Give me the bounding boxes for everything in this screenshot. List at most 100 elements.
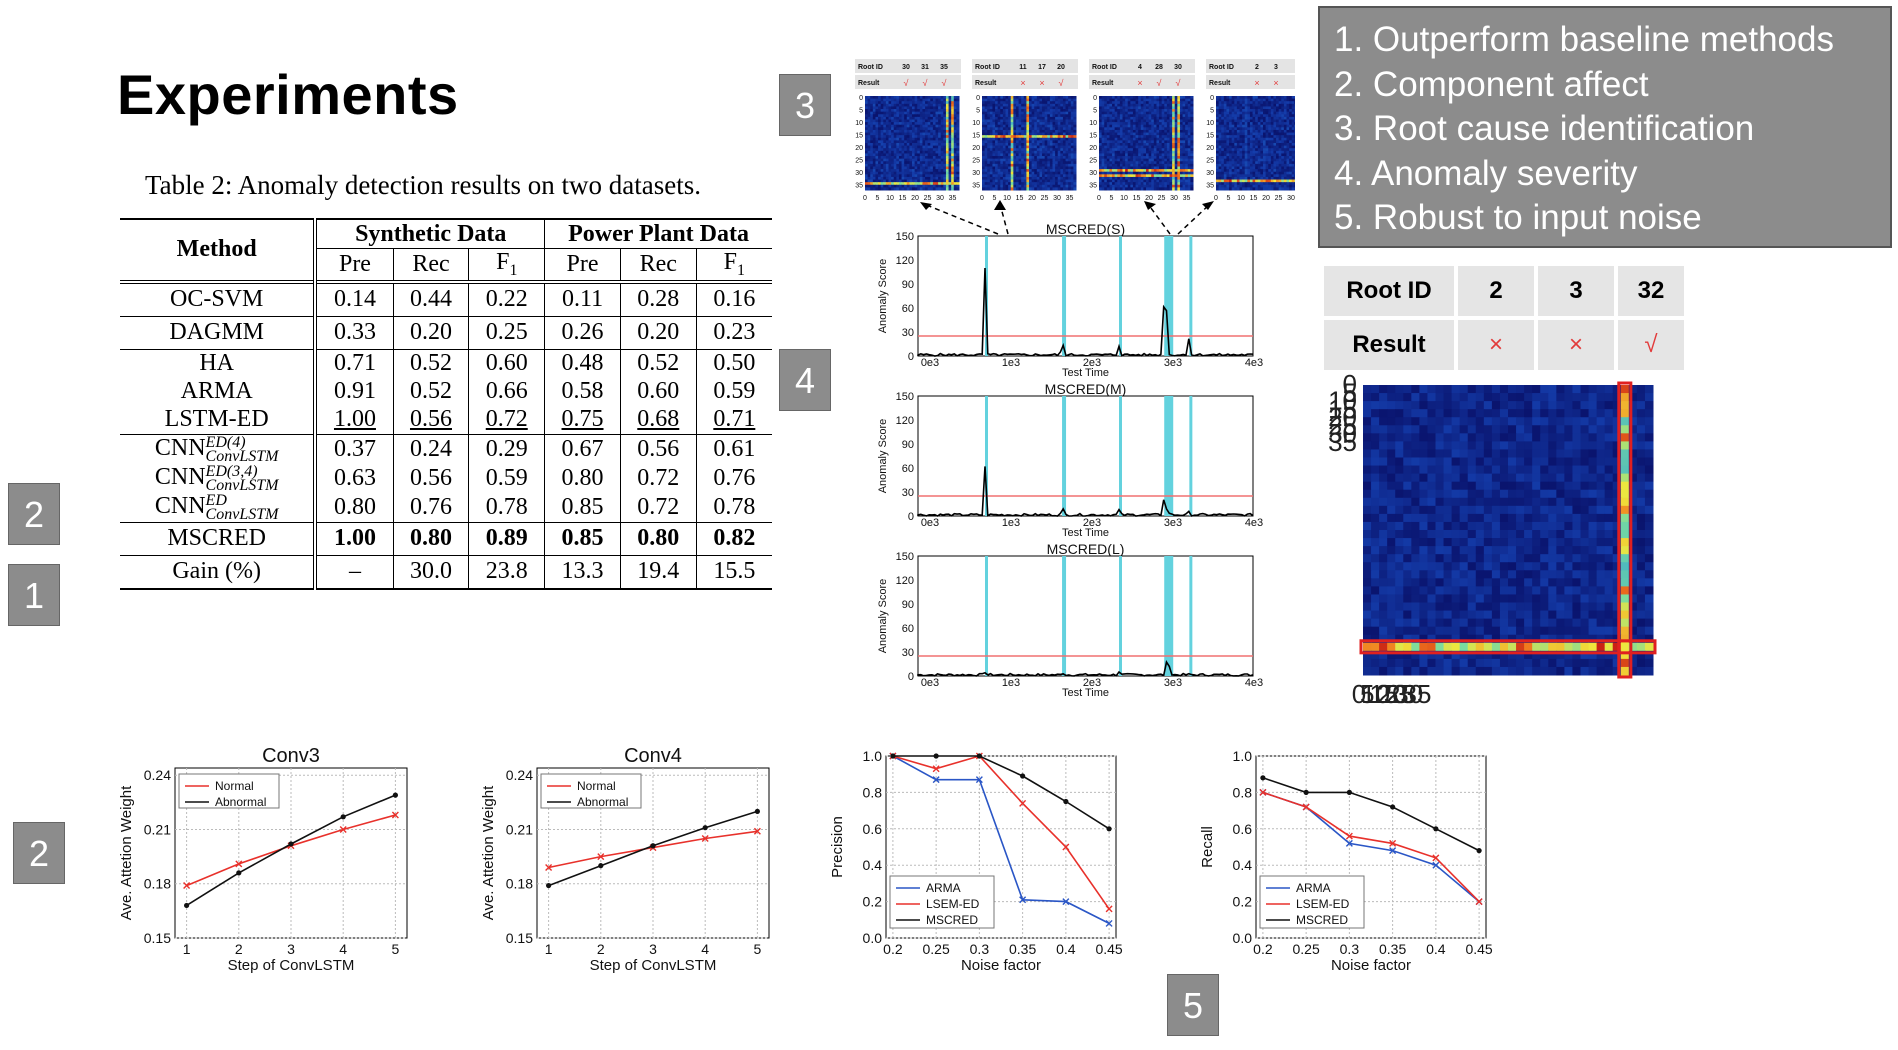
heatmap-cell [1166, 150, 1170, 154]
heatmap-cell [1034, 122, 1038, 126]
heatmap-cell [893, 166, 897, 170]
heatmap-cell [1101, 150, 1105, 154]
heatmap-cell [1190, 106, 1194, 110]
heatmap-cell [1620, 642, 1630, 652]
heatmap-cell [1060, 176, 1064, 181]
heatmap-cell [997, 114, 1001, 118]
heatmap-cell [1556, 473, 1565, 483]
heatmap-cell [1002, 166, 1006, 170]
heatmap-cell [943, 169, 947, 173]
heatmap-cell [1580, 401, 1590, 410]
heatmap-cell [1185, 127, 1189, 131]
heatmap-cell [1008, 140, 1012, 144]
heatmap-cell [1483, 521, 1493, 531]
heatmap-cell [1532, 602, 1541, 612]
heatmap-cell [885, 119, 889, 123]
heatmap-cell [1036, 119, 1040, 123]
heatmap-cell [1580, 505, 1590, 515]
heatmap-cell [1540, 417, 1549, 426]
heatmap-cell [1047, 153, 1051, 157]
heatmap-cell [1117, 111, 1121, 115]
heatmap-cell [1491, 626, 1501, 636]
heatmap-cell [1057, 143, 1061, 147]
heatmap-cell [1060, 179, 1064, 183]
heatmap-cell [1021, 127, 1025, 131]
heatmap-cell [1451, 650, 1461, 660]
heatmap-cell [1644, 658, 1654, 668]
heatmap-cell [1644, 505, 1654, 515]
heatmap-cell [1387, 650, 1396, 660]
heatmap-cell [1459, 666, 1469, 676]
heatmap-cell [984, 156, 988, 160]
heatmap-cell [932, 127, 936, 131]
heatmap-cell [1371, 497, 1380, 507]
heatmap-cell [1185, 114, 1189, 118]
heatmap-cell [1057, 119, 1061, 123]
heatmap-cell [930, 182, 934, 186]
heatmap-cell [945, 135, 950, 139]
heatmap-cell [1060, 129, 1064, 134]
heatmap-cell [1179, 153, 1184, 157]
heatmap-cell [1055, 140, 1059, 144]
heatmap-cell [1057, 124, 1061, 128]
heatmap-cell [1068, 182, 1072, 186]
heatmap-cell [1057, 156, 1061, 160]
heatmap-cell [1055, 98, 1059, 102]
heatmap-cell [1644, 578, 1654, 587]
heatmap-cell [953, 174, 957, 178]
heatmap-cell [1491, 594, 1501, 603]
heatmap-cell [1031, 119, 1035, 123]
heatmap-cell [1644, 594, 1654, 603]
heatmap-cell [1403, 634, 1412, 644]
heatmap-cell [914, 129, 918, 134]
heatmap-cell [1034, 106, 1038, 110]
heatmap-cell [865, 158, 869, 162]
heatmap-cell [1190, 145, 1194, 149]
heatmap-cell [1031, 153, 1035, 157]
heatmap-cell [898, 182, 903, 186]
heatmap-cell [1117, 158, 1121, 162]
heatmap-cell [1132, 111, 1137, 115]
heatmap-cell [987, 148, 991, 152]
heatmap-cell [1540, 634, 1549, 644]
heatmap-cell [1015, 109, 1020, 113]
heatmap-cell [989, 187, 993, 191]
heatmap-cell [1010, 98, 1014, 102]
heatmap-cell [1034, 153, 1038, 157]
heatmap-cell [1588, 465, 1598, 475]
heatmap-cell [982, 163, 986, 167]
heatmap-cell [1146, 103, 1150, 107]
heatmap-cell [1161, 153, 1165, 157]
heatmap-cell [1106, 150, 1110, 154]
heatmap-cell [1483, 578, 1493, 587]
heatmap-cell [1156, 114, 1160, 118]
heatmap-cell [1044, 106, 1048, 110]
heatmap-cell [943, 179, 947, 183]
heatmap-cell [982, 169, 986, 173]
heatmap-cell [1451, 538, 1461, 547]
heatmap-cell [1628, 602, 1638, 612]
heatmap-cell [997, 132, 1001, 136]
heatmap-cell [878, 176, 882, 181]
heatmap-cell [935, 127, 939, 131]
heatmap-cell [1146, 129, 1150, 134]
heatmap-cell [1015, 156, 1020, 160]
heatmap-cell [878, 143, 882, 147]
heatmap-cell [1556, 385, 1565, 394]
heatmap-cell [1411, 433, 1420, 442]
heatmap-tick: 25 [1328, 410, 1357, 440]
heatmap-cell [1034, 161, 1038, 165]
heatmap-cell [1008, 129, 1012, 134]
heatmap-cell [1026, 132, 1030, 136]
heatmap-cell [878, 109, 882, 113]
table-row: Gain (%) –30.0 23.8 13.3 19.4 15.5 [120, 554, 772, 590]
heatmap-cell [1065, 109, 1069, 113]
heatmap-cell [865, 176, 869, 181]
heatmap-cell [1612, 530, 1622, 539]
heatmap-cell [1451, 666, 1461, 676]
heatmap-cell [1467, 481, 1477, 491]
heatmap-cell [878, 96, 882, 100]
heatmap-cell [992, 135, 996, 139]
heatmap-cell [1540, 385, 1549, 394]
heatmap-cell [1516, 417, 1525, 426]
